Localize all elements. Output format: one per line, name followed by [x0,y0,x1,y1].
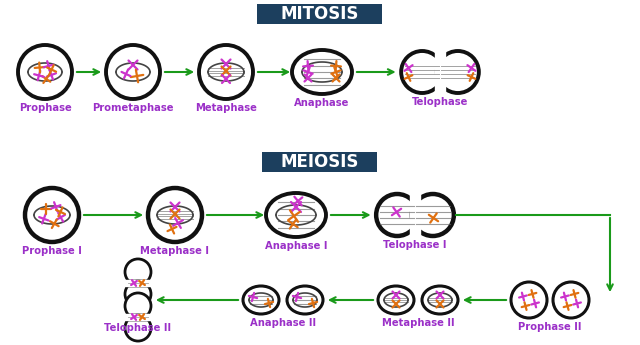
Text: Anaphase: Anaphase [294,98,349,108]
Circle shape [125,293,151,319]
Circle shape [553,282,589,318]
Ellipse shape [292,50,352,94]
Text: Prophase II: Prophase II [518,322,582,332]
Circle shape [125,259,151,285]
Bar [410,194,420,236]
Bar [435,51,445,93]
Bar [125,314,151,320]
Text: Telophase: Telophase [412,97,468,107]
Text: Prophase I: Prophase I [22,246,82,256]
FancyBboxPatch shape [257,4,383,24]
Text: Anaphase I: Anaphase I [265,241,327,251]
Text: Prometaphase: Prometaphase [92,103,173,113]
Text: Metaphase II: Metaphase II [381,318,454,328]
Text: Anaphase II: Anaphase II [250,318,316,328]
FancyBboxPatch shape [262,152,378,172]
Circle shape [511,282,547,318]
Circle shape [125,315,151,341]
Text: Metaphase I: Metaphase I [141,246,209,256]
Circle shape [148,188,202,242]
Circle shape [18,45,72,99]
Text: MITOSIS: MITOSIS [281,5,359,23]
Circle shape [25,188,79,242]
Bar [125,280,151,286]
Circle shape [106,45,160,99]
Circle shape [125,281,151,307]
Circle shape [437,51,479,93]
Text: Prophase: Prophase [19,103,72,113]
Circle shape [401,51,443,93]
Circle shape [376,194,418,236]
Text: Telophase II: Telophase II [104,323,172,333]
Text: Telophase I: Telophase I [383,240,447,250]
Ellipse shape [422,286,458,314]
Text: Metaphase: Metaphase [195,103,257,113]
Ellipse shape [378,286,414,314]
Ellipse shape [266,193,326,237]
Ellipse shape [287,286,323,314]
Text: MEIOSIS: MEIOSIS [281,153,359,171]
Circle shape [412,194,454,236]
Circle shape [199,45,253,99]
Ellipse shape [243,286,279,314]
